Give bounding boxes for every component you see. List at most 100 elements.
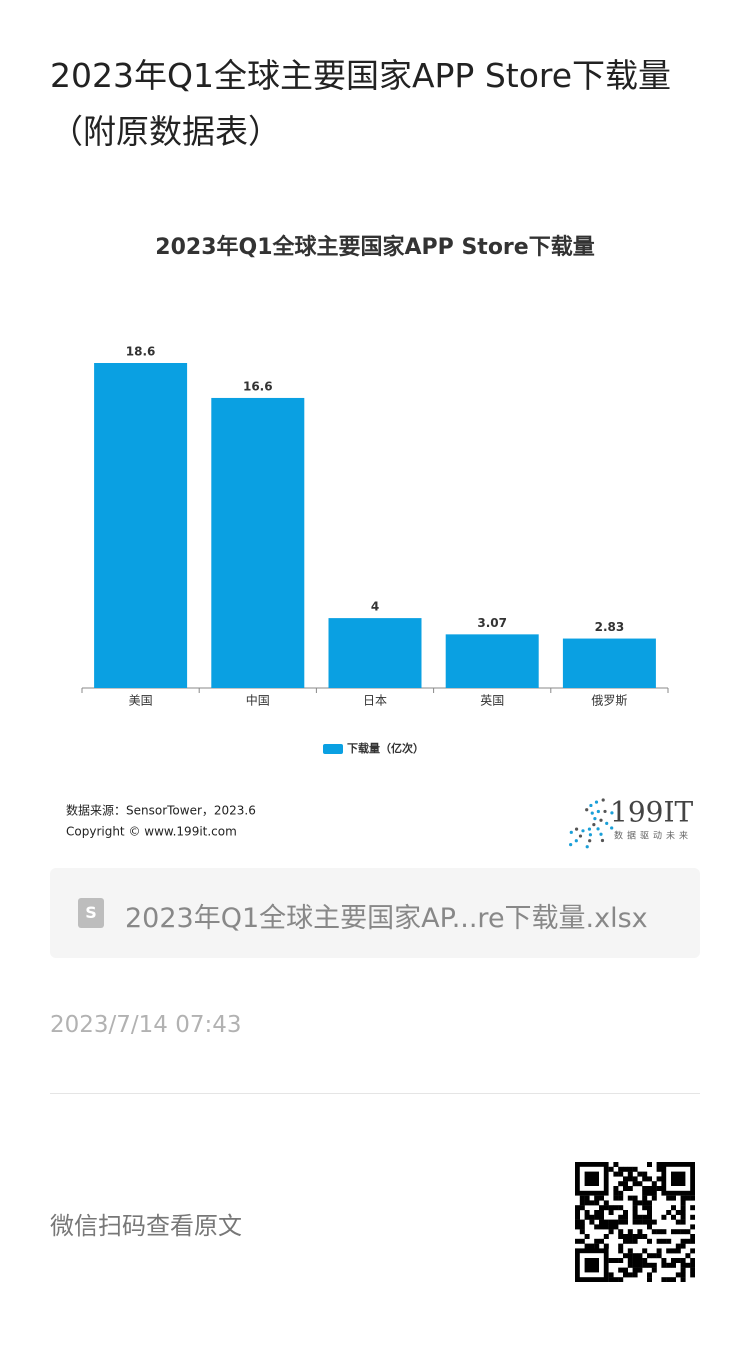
qr-cell bbox=[632, 1258, 638, 1263]
qr-cell bbox=[632, 1272, 638, 1278]
qr-cell bbox=[627, 1229, 633, 1235]
value-label: 18.6 bbox=[126, 345, 156, 359]
qr-cell bbox=[599, 1219, 604, 1225]
qr-cell bbox=[675, 1229, 681, 1235]
logo-dot bbox=[590, 811, 594, 815]
qr-cell bbox=[575, 1238, 580, 1244]
qr-finder-core bbox=[671, 1171, 686, 1186]
attachment-name: 2023年Q1全球主要国家AP...re下载量.xlsx bbox=[125, 903, 648, 934]
qr-cell bbox=[603, 1224, 609, 1230]
qr-cell bbox=[623, 1272, 628, 1278]
qr-code[interactable] bbox=[575, 1162, 695, 1282]
qr-cell bbox=[642, 1214, 648, 1220]
qr-cell bbox=[637, 1258, 643, 1263]
qr-cell bbox=[618, 1171, 624, 1177]
qr-cell bbox=[603, 1243, 609, 1249]
qr-cell bbox=[685, 1195, 691, 1201]
qr-cell bbox=[637, 1219, 643, 1225]
qr-cell bbox=[642, 1205, 648, 1211]
qr-cell bbox=[680, 1195, 686, 1201]
qr-cell bbox=[680, 1272, 686, 1278]
qr-cell bbox=[656, 1166, 662, 1172]
footer-text: 微信扫码查看原文 bbox=[50, 1212, 242, 1240]
logo-dot bbox=[594, 800, 599, 804]
qr-cell bbox=[647, 1200, 652, 1206]
qr-cell bbox=[575, 1205, 580, 1211]
qr-cell bbox=[589, 1214, 595, 1220]
qr-cell bbox=[589, 1219, 595, 1225]
qr-cell bbox=[608, 1210, 614, 1215]
qr-cell bbox=[632, 1267, 638, 1273]
qr-cell bbox=[642, 1176, 648, 1182]
attachment[interactable]: S 2023年Q1全球主要国家AP...re下载量.xlsx bbox=[50, 868, 700, 958]
qr-cell bbox=[647, 1262, 652, 1268]
qr-cell bbox=[594, 1238, 600, 1244]
qr-cell bbox=[656, 1176, 662, 1182]
qr-finder bbox=[661, 1162, 695, 1196]
qr-cell bbox=[623, 1181, 628, 1187]
logo-dot bbox=[600, 838, 605, 843]
qr-cell bbox=[608, 1219, 614, 1225]
logo-dot bbox=[601, 798, 605, 802]
qr-cell bbox=[637, 1214, 643, 1220]
qr-finder-core bbox=[584, 1171, 599, 1186]
qr-cell bbox=[637, 1171, 643, 1177]
qr-cell bbox=[637, 1229, 643, 1235]
qr-cell bbox=[579, 1224, 585, 1230]
qr-cell bbox=[647, 1253, 652, 1259]
qr-cell bbox=[584, 1195, 590, 1201]
qr-cell bbox=[671, 1195, 676, 1201]
qr-cell bbox=[680, 1210, 686, 1215]
qr-cell bbox=[618, 1166, 624, 1172]
qr-cell bbox=[594, 1210, 600, 1215]
qr-cell bbox=[651, 1262, 657, 1268]
qr-cell bbox=[651, 1219, 657, 1225]
qr-cell bbox=[690, 1258, 695, 1263]
qr-cell bbox=[584, 1210, 590, 1215]
qr-cell bbox=[642, 1200, 648, 1206]
qr-cell bbox=[632, 1195, 638, 1201]
qr-cell bbox=[690, 1205, 695, 1211]
copyright-text: Copyright © www.199it.com bbox=[66, 825, 237, 839]
qr-cell bbox=[618, 1277, 624, 1282]
qr-cell bbox=[675, 1258, 681, 1263]
legend-swatch bbox=[323, 744, 343, 754]
qr-cell bbox=[647, 1219, 652, 1225]
qr-cell bbox=[594, 1243, 600, 1249]
qr-cell bbox=[618, 1229, 624, 1235]
qr-cell bbox=[613, 1171, 619, 1177]
legend-label: 下载量（亿次） bbox=[347, 741, 424, 755]
qr-cell bbox=[647, 1277, 652, 1282]
qr-cell bbox=[675, 1248, 681, 1254]
qr-cell bbox=[603, 1219, 609, 1225]
qr-cell bbox=[618, 1181, 624, 1187]
qr-cell bbox=[647, 1238, 652, 1244]
logo-dot bbox=[599, 818, 603, 822]
qr-cell bbox=[690, 1267, 695, 1273]
qr-cell bbox=[671, 1277, 676, 1282]
qr-cell bbox=[608, 1258, 614, 1263]
qr-cell bbox=[647, 1190, 652, 1196]
qr-cell bbox=[690, 1262, 695, 1268]
qr-cell bbox=[637, 1262, 643, 1268]
qr-cell bbox=[642, 1258, 648, 1263]
qr-cell bbox=[623, 1166, 628, 1172]
qr-cell bbox=[632, 1253, 638, 1259]
logo-dot bbox=[574, 839, 578, 843]
qr-cell bbox=[594, 1195, 600, 1201]
qr-cell bbox=[651, 1186, 657, 1191]
qr-cell bbox=[623, 1176, 628, 1182]
x-tick-label: 日本 bbox=[363, 694, 387, 708]
logo-dot bbox=[599, 832, 603, 836]
qr-cell bbox=[632, 1219, 638, 1225]
publish-date: 2023/7/14 07:43 bbox=[50, 1012, 242, 1038]
qr-cell bbox=[618, 1205, 624, 1211]
qr-cell bbox=[685, 1253, 691, 1259]
qr-cell bbox=[642, 1195, 648, 1201]
logo-dot bbox=[587, 827, 592, 831]
logo-dot bbox=[588, 839, 592, 843]
qr-cell bbox=[618, 1190, 624, 1196]
qr-cell bbox=[642, 1234, 648, 1239]
qr-cell bbox=[623, 1234, 628, 1239]
